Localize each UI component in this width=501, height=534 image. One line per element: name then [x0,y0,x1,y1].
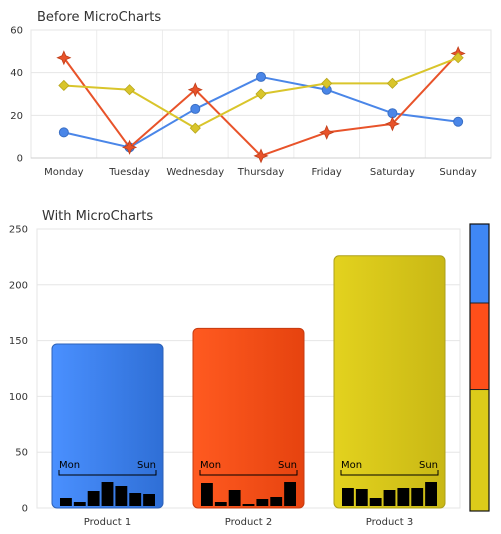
line-chart-y-tick-label: 60 [10,26,23,37]
legend-segment [469,389,490,512]
bar [333,255,446,509]
line-chart: Before MicroCharts 0 20 40 60 Monday Tuesday… [10,10,492,178]
microchart-bar [411,488,424,506]
microchart-bar [73,502,86,506]
line-chart-x-tick-label: Friday [312,167,342,178]
line-chart-x-tick-label: Tuesday [108,167,150,178]
data-point [187,82,203,98]
data-point [452,52,464,64]
microchart-end-label: Sun [419,460,438,471]
data-point [124,84,136,96]
bar-chart-color-legend [469,223,490,512]
microchart-end-label: Sun [278,460,297,471]
line-chart-title: Before MicroCharts [37,10,161,25]
microchart-bar [228,490,241,506]
line-chart-x-tick-label: Sunday [439,167,476,178]
line-chart-x-tick-label: Saturday [370,167,415,178]
legend-segment [469,223,490,304]
microchart-bar [397,488,410,506]
line-chart-y-tick-label: 20 [10,111,23,122]
microchart-bar [284,482,296,506]
line-chart-x-tick-label: Monday [44,167,84,178]
data-point [189,122,201,134]
data-point [253,148,269,164]
microchart-bar [342,488,354,506]
microchart-bar [214,502,227,506]
microchart-start-label: Mon [200,460,221,471]
bar-chart-y-tick-label: 50 [15,448,28,459]
series-line [63,52,459,157]
line-chart-y-tick-label: 0 [17,154,23,165]
bar-chart-x-tick-label: Product 1 [84,517,132,528]
bar-chart: With MicroCharts 0 50 100 150 200 250 Product… [9,209,490,528]
microchart-bar [60,498,72,506]
legend-segment [469,302,490,391]
microchart-bar [383,490,396,506]
bar-chart-x-ticks: Product 1 Product 2 Product 3 [84,517,414,528]
bar [192,327,305,509]
data-point [255,88,267,100]
line-chart-x-tick-label: Wednesday [166,167,224,178]
line-chart-x-ticks: Monday Tuesday Wednesday Thursday Friday Satu… [44,167,477,178]
microchart-bar [425,482,437,506]
bar-chart-x-tick-label: Product 2 [225,517,273,528]
bar-chart-y-tick-label: 200 [9,280,28,291]
bar-chart-title: With MicroCharts [42,209,153,224]
microchart-bar [129,493,142,506]
line-chart-series [56,45,466,164]
bar-chart-x-tick-label: Product 3 [366,517,414,528]
data-point [384,116,400,132]
microchart-bar [355,489,368,506]
microchart-end-label: Sun [137,460,156,471]
line-chart-y-ticks: 0 20 40 60 [10,26,23,165]
data-point [58,79,70,92]
data-point [319,124,335,140]
microchart-bar [369,498,382,506]
legend-frame [469,223,490,512]
microchart-bracket [199,470,298,476]
data-point [256,71,266,82]
microchart-bar [270,497,283,506]
microchart-bar [256,499,269,506]
microchart-start-label: Mon [59,460,80,471]
microchart-bar [143,494,155,506]
bar [51,343,164,509]
line-chart-x-tick-label: Thursday [237,167,285,178]
microchart-bar [115,486,128,506]
data-point [58,127,69,138]
microchart-bracket [58,470,157,476]
bar-chart-bars [51,255,446,509]
microchart-bar [201,483,213,506]
line-chart-y-tick-label: 40 [10,68,23,79]
data-point [122,139,138,155]
data-point [56,50,72,66]
data-point [453,116,464,127]
microchart-start-label: Mon [341,460,362,471]
data-point [321,77,333,89]
bar-chart-y-ticks: 0 50 100 150 200 250 [9,225,28,515]
microchart-bar [101,482,114,506]
bar-chart-y-tick-label: 0 [22,504,28,515]
bar-chart-microcharts: Mon Sun Mon Sun Mon Sun [58,460,439,506]
microchart-bar [242,504,255,506]
bar-chart-y-tick-label: 250 [9,225,28,236]
data-point [386,77,398,89]
bar-chart-y-tick-label: 150 [9,336,28,347]
bar-chart-y-tick-label: 100 [9,392,28,403]
data-point [190,103,201,114]
microchart-bracket [340,470,439,476]
microchart-bar [87,491,100,506]
